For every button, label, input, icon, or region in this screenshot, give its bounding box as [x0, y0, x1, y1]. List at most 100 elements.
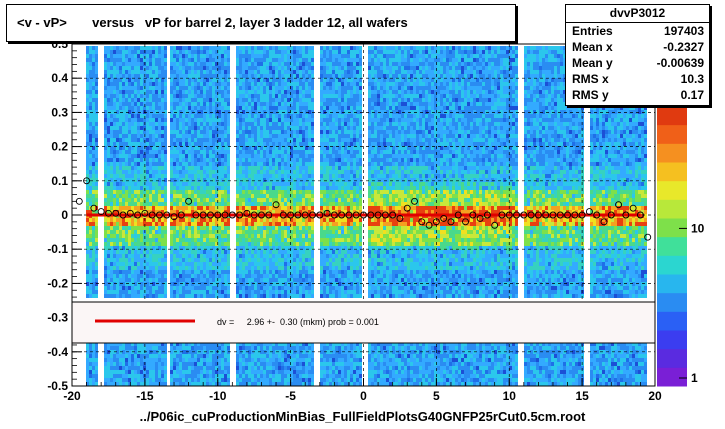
heat-cell [194, 90, 197, 94]
heat-cell [206, 206, 209, 210]
heat-cell [203, 294, 206, 298]
heat-cell [215, 194, 218, 198]
heat-cell [194, 262, 197, 266]
heat-cell [158, 70, 161, 74]
heat-cell [149, 118, 152, 122]
heat-cell [200, 262, 203, 266]
heat-cell [119, 158, 122, 162]
heat-cell [236, 58, 239, 62]
heat-cell [218, 366, 221, 370]
heat-cell [260, 266, 263, 270]
heat-cell [197, 170, 200, 174]
heat-cell [170, 94, 173, 98]
heat-cell [128, 358, 131, 362]
heat-cell [206, 78, 209, 82]
heat-cell [107, 174, 110, 178]
heat-cell [278, 382, 281, 386]
heat-cell [137, 362, 140, 366]
heat-cell [113, 54, 116, 58]
heat-cell [137, 286, 140, 290]
heat-cell [146, 258, 149, 262]
heat-cell [284, 350, 287, 354]
heat-cell [95, 262, 98, 266]
heat-cell [161, 130, 164, 134]
heat-cell [149, 218, 152, 222]
heat-cell [203, 346, 206, 350]
heat-cell [89, 158, 92, 162]
heat-cell [107, 154, 110, 158]
heat-cell [251, 166, 254, 170]
heat-cell [89, 90, 92, 94]
heat-cell [149, 126, 152, 130]
heat-cell [200, 54, 203, 58]
heat-cell [272, 94, 275, 98]
heat-cell [119, 374, 122, 378]
heat-cell [137, 250, 140, 254]
heat-cell [155, 66, 158, 70]
heat-cell [92, 102, 95, 106]
heat-cell [254, 82, 257, 86]
heat-cell [158, 270, 161, 274]
heat-cell [158, 58, 161, 62]
heat-cell [164, 226, 167, 230]
heat-cell [131, 250, 134, 254]
heat-cell [284, 170, 287, 174]
heat-cell [239, 202, 242, 206]
heat-cell [218, 278, 221, 282]
heat-cell [122, 154, 125, 158]
heat-cell [131, 342, 134, 346]
heat-cell [185, 370, 188, 374]
heat-cell [302, 170, 305, 174]
heat-cell [137, 94, 140, 98]
heat-cell [221, 162, 224, 166]
heat-cell [170, 374, 173, 378]
heat-cell [107, 234, 110, 238]
heat-cell [194, 198, 197, 202]
heat-cell [263, 138, 266, 142]
heat-cell [107, 346, 110, 350]
heat-cell [287, 146, 290, 150]
heat-cell [119, 46, 122, 50]
heat-cell [254, 90, 257, 94]
heat-cell [212, 98, 215, 102]
heat-cell [188, 142, 191, 146]
heat-cell [227, 258, 230, 262]
heat-cell [191, 82, 194, 86]
heat-cell [122, 246, 125, 250]
heat-cell [266, 118, 269, 122]
heat-cell [122, 182, 125, 186]
heat-cell [86, 142, 89, 146]
heat-cell [260, 110, 263, 114]
heat-cell [212, 218, 215, 222]
heat-cell [266, 62, 269, 66]
heat-cell [290, 362, 293, 366]
heat-cell [104, 342, 107, 346]
heat-cell [302, 66, 305, 70]
heat-cell [254, 362, 257, 366]
heat-cell [116, 110, 119, 114]
heat-cell [275, 114, 278, 118]
heat-cell [221, 246, 224, 250]
heat-cell [146, 62, 149, 66]
heat-cell [272, 366, 275, 370]
heat-cell [185, 166, 188, 170]
heat-cell [266, 346, 269, 350]
heat-cell [227, 118, 230, 122]
heat-cell [257, 206, 260, 210]
heat-cell [140, 78, 143, 82]
heat-cell [116, 114, 119, 118]
heat-cell [179, 142, 182, 146]
heat-cell [164, 102, 167, 106]
heat-cell [254, 206, 257, 210]
heat-cell [260, 354, 263, 358]
heat-cell [185, 62, 188, 66]
heat-cell [191, 106, 194, 110]
heat-cell [104, 46, 107, 50]
heat-cell [287, 186, 290, 190]
heat-cell [239, 138, 242, 142]
heat-cell [116, 74, 119, 78]
heat-cell [158, 286, 161, 290]
heat-cell [224, 94, 227, 98]
heat-cell [179, 130, 182, 134]
heat-cell [122, 274, 125, 278]
